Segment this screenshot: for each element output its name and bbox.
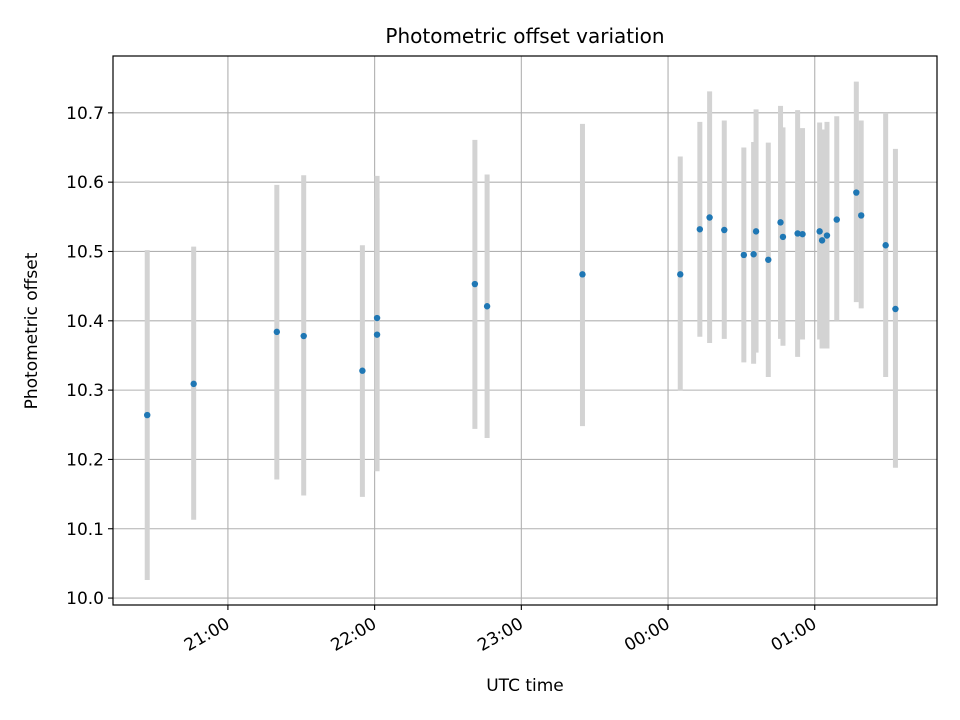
data-point bbox=[706, 214, 713, 221]
data-point bbox=[882, 242, 889, 249]
data-point bbox=[373, 314, 381, 322]
data-point bbox=[273, 328, 281, 336]
data-point bbox=[190, 380, 197, 388]
data-point bbox=[740, 251, 748, 259]
data-point bbox=[777, 219, 784, 226]
y-tick-label: 10.0 bbox=[66, 589, 104, 609]
data-point bbox=[300, 332, 307, 340]
data-point bbox=[799, 230, 806, 238]
x-axis-label: UTC time bbox=[486, 676, 564, 696]
y-tick-label: 10.5 bbox=[66, 242, 104, 262]
y-tick-label: 10.3 bbox=[66, 381, 104, 401]
data-point bbox=[359, 367, 366, 374]
y-tick-label: 10.2 bbox=[66, 450, 104, 470]
data-point bbox=[483, 303, 491, 310]
data-point bbox=[833, 216, 840, 223]
data-point bbox=[853, 189, 860, 196]
y-axis-label: Photometric offset bbox=[22, 252, 42, 409]
y-tick-label: 10.7 bbox=[66, 104, 104, 124]
data-point bbox=[579, 271, 586, 278]
data-point bbox=[794, 230, 801, 237]
data-point bbox=[816, 228, 823, 235]
data-point bbox=[471, 280, 479, 288]
data-point bbox=[721, 226, 728, 234]
data-point bbox=[823, 232, 831, 239]
chart-title: Photometric offset variation bbox=[385, 24, 664, 48]
y-axis: 10.0 10.1 10.2 10.3 10.4 10.5 10.6 10.7 bbox=[66, 104, 113, 609]
y-tick-label: 10.1 bbox=[66, 520, 104, 540]
data-point bbox=[818, 237, 826, 244]
data-point bbox=[858, 212, 865, 219]
grid-lines bbox=[113, 56, 937, 605]
data-point bbox=[892, 305, 899, 313]
data-point bbox=[144, 411, 151, 419]
data-point bbox=[696, 226, 704, 233]
data-point bbox=[765, 256, 772, 263]
data-point bbox=[750, 251, 757, 258]
data-point bbox=[373, 331, 381, 338]
plot-frame bbox=[112, 55, 938, 606]
data-point bbox=[752, 228, 760, 235]
data-points bbox=[144, 189, 899, 419]
y-tick-label: 10.4 bbox=[66, 312, 104, 332]
data-point bbox=[779, 233, 787, 241]
y-tick-label: 10.6 bbox=[66, 173, 104, 193]
data-point bbox=[677, 271, 684, 278]
